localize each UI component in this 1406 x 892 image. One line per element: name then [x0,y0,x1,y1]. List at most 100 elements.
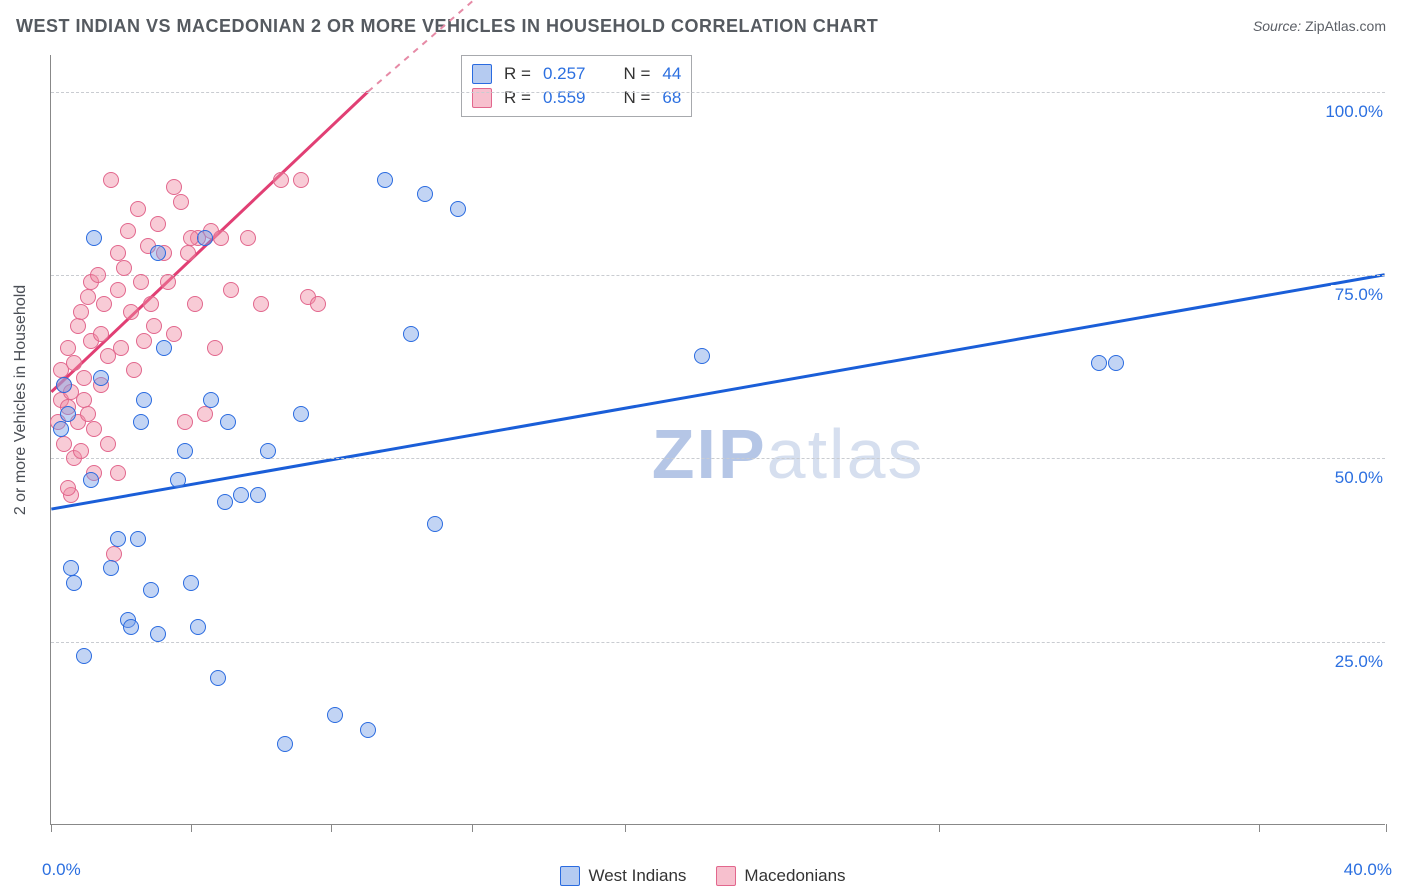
data-point-west_indians [63,560,79,576]
data-point-macedonians [160,274,176,290]
source-attribution: Source: ZipAtlas.com [1253,18,1386,34]
data-point-macedonians [113,340,129,356]
x-axis-min-label: 0.0% [42,860,81,880]
data-point-west_indians [66,575,82,591]
scatter-plot-area: ZIPatlas R = 0.257 N = 44 R = 0.559 N = … [50,55,1385,825]
data-point-macedonians [223,282,239,298]
data-point-macedonians [93,326,109,342]
data-point-macedonians [166,326,182,342]
x-tick [939,824,940,832]
data-point-macedonians [120,223,136,239]
y-tick-label: 25.0% [1331,652,1387,672]
x-tick [625,824,626,832]
r-label: R = [504,64,531,84]
data-point-west_indians [1108,355,1124,371]
legend-item-west-indians: West Indians [560,866,686,886]
y-tick-label: 50.0% [1331,468,1387,488]
data-point-macedonians [76,392,92,408]
data-point-macedonians [240,230,256,246]
data-point-west_indians [293,406,309,422]
data-point-west_indians [150,626,166,642]
data-point-macedonians [293,172,309,188]
series-legend: West Indians Macedonians [0,866,1406,886]
data-point-macedonians [150,216,166,232]
data-point-west_indians [156,340,172,356]
data-point-macedonians [146,318,162,334]
legend-item-macedonians: Macedonians [716,866,845,886]
data-point-macedonians [80,406,96,422]
data-point-macedonians [180,245,196,261]
y-tick-label: 100.0% [1321,102,1387,122]
data-point-west_indians [250,487,266,503]
data-point-west_indians [170,472,186,488]
data-point-macedonians [73,443,89,459]
data-point-west_indians [450,201,466,217]
gridline-h [51,642,1385,643]
watermark-text: ZIPatlas [652,414,925,494]
legend-swatch-blue [472,64,492,84]
data-point-west_indians [217,494,233,510]
data-point-macedonians [66,355,82,371]
data-point-macedonians [76,370,92,386]
r-value-blue: 0.257 [543,64,586,84]
trend-lines-layer [51,55,1385,824]
legend-row-pink: R = 0.559 N = 68 [472,86,681,110]
data-point-macedonians [96,296,112,312]
x-axis-max-label: 40.0% [1344,860,1392,880]
data-point-macedonians [110,282,126,298]
data-point-macedonians [106,546,122,562]
data-point-macedonians [90,267,106,283]
x-tick [51,824,52,832]
data-point-west_indians [60,406,76,422]
data-point-west_indians [76,648,92,664]
data-point-west_indians [210,670,226,686]
data-point-west_indians [260,443,276,459]
data-point-west_indians [360,722,376,738]
chart-title: WEST INDIAN VS MACEDONIAN 2 OR MORE VEHI… [16,16,878,37]
data-point-macedonians [86,421,102,437]
data-point-macedonians [60,340,76,356]
data-point-west_indians [130,531,146,547]
legend-label: West Indians [588,866,686,886]
data-point-macedonians [60,480,76,496]
data-point-macedonians [130,201,146,217]
data-point-macedonians [310,296,326,312]
data-point-west_indians [190,619,206,635]
data-point-west_indians [86,230,102,246]
data-point-west_indians [220,414,236,430]
data-point-macedonians [73,304,89,320]
data-point-macedonians [273,172,289,188]
data-point-macedonians [187,296,203,312]
data-point-macedonians [253,296,269,312]
data-point-west_indians [197,230,213,246]
x-tick [472,824,473,832]
data-point-west_indians [203,392,219,408]
data-point-macedonians [56,436,72,452]
gridline-h [51,275,1385,276]
data-point-macedonians [166,179,182,195]
y-tick-label: 75.0% [1331,285,1387,305]
data-point-west_indians [403,326,419,342]
data-point-west_indians [327,707,343,723]
data-point-west_indians [177,443,193,459]
data-point-macedonians [70,318,86,334]
data-point-macedonians [103,172,119,188]
gridline-h [51,92,1385,93]
data-point-macedonians [136,333,152,349]
data-point-macedonians [143,296,159,312]
correlation-legend: R = 0.257 N = 44 R = 0.559 N = 68 [461,55,692,117]
data-point-macedonians [110,465,126,481]
data-point-west_indians [56,377,72,393]
data-point-macedonians [197,406,213,422]
data-point-west_indians [123,619,139,635]
data-point-macedonians [133,274,149,290]
data-point-macedonians [80,289,96,305]
data-point-west_indians [427,516,443,532]
x-tick [331,824,332,832]
data-point-west_indians [53,421,69,437]
data-point-west_indians [103,560,119,576]
legend-row-blue: R = 0.257 N = 44 [472,62,681,86]
data-point-macedonians [213,230,229,246]
data-point-west_indians [1091,355,1107,371]
data-point-west_indians [377,172,393,188]
